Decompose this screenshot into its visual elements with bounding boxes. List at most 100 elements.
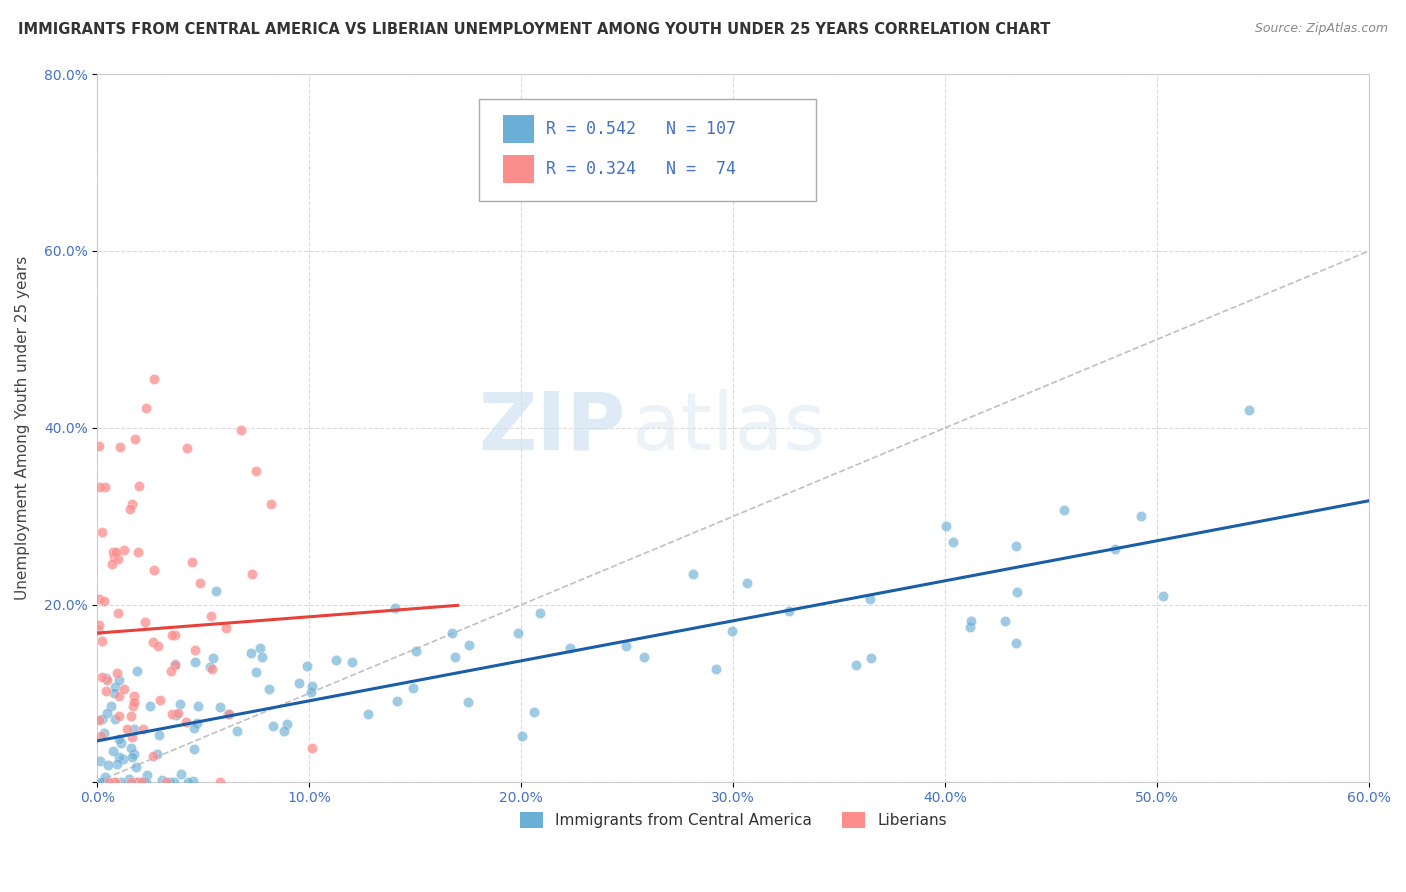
Point bbox=[131, 774, 153, 789]
Point bbox=[260, 497, 283, 511]
Point bbox=[91, 634, 114, 648]
Point bbox=[215, 621, 238, 635]
Point bbox=[142, 749, 165, 764]
Point bbox=[138, 699, 160, 714]
Point bbox=[105, 756, 128, 771]
Point bbox=[94, 684, 117, 698]
Point bbox=[91, 774, 114, 789]
Point bbox=[89, 592, 111, 607]
Point bbox=[108, 690, 131, 704]
Point bbox=[110, 736, 132, 750]
Text: IMMIGRANTS FROM CENTRAL AMERICA VS LIBERIAN UNEMPLOYMENT AMONG YOUTH UNDER 25 YE: IMMIGRANTS FROM CENTRAL AMERICA VS LIBER… bbox=[18, 22, 1050, 37]
Point bbox=[845, 658, 868, 673]
Point bbox=[104, 545, 127, 559]
Point bbox=[288, 676, 311, 690]
Point bbox=[245, 665, 267, 679]
Point bbox=[159, 774, 181, 789]
Point bbox=[125, 664, 148, 678]
Point bbox=[104, 712, 127, 726]
Point bbox=[201, 662, 224, 676]
Point bbox=[523, 705, 546, 719]
Text: R = 0.324   N =  74: R = 0.324 N = 74 bbox=[547, 160, 737, 178]
Point bbox=[103, 545, 125, 559]
Point bbox=[960, 614, 983, 628]
Point bbox=[108, 749, 131, 764]
Point bbox=[704, 662, 727, 676]
Point bbox=[135, 401, 157, 416]
Point bbox=[174, 715, 197, 730]
Point bbox=[1237, 402, 1260, 417]
Point bbox=[443, 649, 465, 664]
Point bbox=[155, 774, 177, 789]
Point bbox=[128, 774, 150, 789]
Point bbox=[1053, 502, 1076, 516]
Point bbox=[721, 624, 744, 638]
Point bbox=[508, 625, 530, 640]
Point bbox=[132, 722, 155, 736]
Point bbox=[134, 615, 156, 629]
Point bbox=[167, 706, 190, 721]
Point bbox=[91, 712, 114, 726]
Point bbox=[121, 750, 143, 764]
Point bbox=[257, 681, 280, 696]
Text: ZIP: ZIP bbox=[478, 389, 626, 467]
Point bbox=[93, 480, 115, 494]
Point bbox=[93, 594, 115, 608]
Point bbox=[198, 659, 221, 673]
Text: atlas: atlas bbox=[631, 389, 825, 467]
Point bbox=[107, 607, 129, 621]
Point bbox=[859, 591, 882, 606]
Point bbox=[142, 563, 165, 577]
Point bbox=[93, 725, 115, 739]
Point bbox=[1152, 589, 1174, 603]
Point bbox=[160, 628, 183, 642]
Point bbox=[184, 655, 207, 669]
Point bbox=[128, 479, 150, 493]
Point bbox=[529, 607, 551, 621]
Legend: Immigrants from Central America, Liberians: Immigrants from Central America, Liberia… bbox=[513, 806, 953, 834]
Point bbox=[101, 557, 124, 571]
Point bbox=[1005, 585, 1028, 599]
Point bbox=[124, 433, 146, 447]
Point bbox=[187, 698, 209, 713]
Point bbox=[93, 770, 115, 784]
FancyBboxPatch shape bbox=[503, 115, 534, 144]
Point bbox=[107, 673, 129, 688]
Point bbox=[633, 649, 655, 664]
Point bbox=[1104, 542, 1126, 557]
Point bbox=[180, 555, 202, 569]
Point bbox=[245, 464, 267, 478]
Point bbox=[457, 638, 479, 652]
Point bbox=[105, 666, 128, 681]
Point bbox=[165, 657, 187, 672]
Point bbox=[273, 723, 295, 738]
Point bbox=[181, 773, 204, 788]
Point bbox=[125, 774, 148, 789]
Point bbox=[183, 742, 205, 756]
Point bbox=[120, 709, 142, 723]
Point bbox=[136, 768, 159, 782]
Point bbox=[239, 647, 262, 661]
Point bbox=[107, 552, 129, 566]
Point bbox=[201, 650, 224, 665]
Point bbox=[993, 614, 1015, 628]
Point bbox=[226, 723, 249, 738]
Text: R = 0.542   N = 107: R = 0.542 N = 107 bbox=[547, 120, 737, 138]
Point bbox=[682, 567, 704, 582]
Point bbox=[104, 774, 127, 789]
Point bbox=[218, 706, 240, 721]
Point bbox=[108, 731, 131, 746]
Point bbox=[111, 752, 134, 766]
Y-axis label: Unemployment Among Youth under 25 years: Unemployment Among Youth under 25 years bbox=[15, 256, 30, 600]
Point bbox=[860, 651, 883, 665]
Point bbox=[127, 545, 149, 559]
Point bbox=[149, 693, 172, 707]
Point bbox=[97, 774, 120, 789]
Point bbox=[103, 774, 125, 789]
Point bbox=[87, 617, 110, 632]
Point bbox=[262, 719, 284, 733]
FancyBboxPatch shape bbox=[479, 99, 815, 202]
Text: Source: ZipAtlas.com: Source: ZipAtlas.com bbox=[1254, 22, 1388, 36]
Point bbox=[120, 774, 142, 789]
FancyBboxPatch shape bbox=[503, 154, 534, 183]
